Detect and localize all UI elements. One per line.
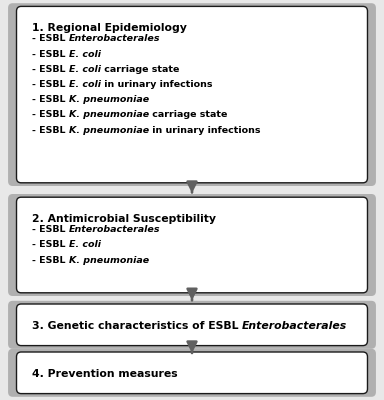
Text: K. pneumoniae: K. pneumoniae <box>69 126 149 134</box>
Text: Enterobacterales: Enterobacterales <box>242 321 348 331</box>
Text: 4. Prevention measures: 4. Prevention measures <box>32 369 177 379</box>
Text: - ESBL: - ESBL <box>32 240 69 250</box>
Text: - ESBL: - ESBL <box>32 126 69 134</box>
FancyBboxPatch shape <box>8 301 376 349</box>
Text: - ESBL: - ESBL <box>32 95 69 104</box>
Text: K. pneumoniae: K. pneumoniae <box>69 110 149 120</box>
FancyBboxPatch shape <box>8 349 376 397</box>
Text: - ESBL: - ESBL <box>32 80 69 89</box>
Text: in urinary infections: in urinary infections <box>101 80 212 89</box>
Text: K. pneumoniae: K. pneumoniae <box>69 95 149 104</box>
Text: 3. Genetic characteristics of ESBL: 3. Genetic characteristics of ESBL <box>32 321 242 331</box>
Text: - ESBL: - ESBL <box>32 65 69 74</box>
Text: - ESBL: - ESBL <box>32 34 69 44</box>
FancyBboxPatch shape <box>17 352 367 394</box>
Text: - ESBL: - ESBL <box>32 256 69 265</box>
FancyBboxPatch shape <box>17 6 367 183</box>
Text: K. pneumoniae: K. pneumoniae <box>69 256 149 265</box>
Text: in urinary infections: in urinary infections <box>149 126 260 134</box>
Text: Enterobacterales: Enterobacterales <box>69 34 160 44</box>
Text: 2. Antimicrobial Susceptibility: 2. Antimicrobial Susceptibility <box>32 214 216 224</box>
Text: E. coli: E. coli <box>69 50 101 59</box>
FancyBboxPatch shape <box>17 197 367 293</box>
FancyBboxPatch shape <box>8 194 376 296</box>
Text: carriage state: carriage state <box>149 110 227 120</box>
Text: carriage state: carriage state <box>101 65 179 74</box>
FancyBboxPatch shape <box>17 304 367 346</box>
Text: Enterobacterales: Enterobacterales <box>69 225 160 234</box>
Text: E. coli: E. coli <box>69 80 101 89</box>
Text: E. coli: E. coli <box>69 65 101 74</box>
Text: - ESBL: - ESBL <box>32 225 69 234</box>
FancyBboxPatch shape <box>8 3 376 186</box>
Text: E. coli: E. coli <box>69 240 101 250</box>
Text: - ESBL: - ESBL <box>32 110 69 120</box>
Text: - ESBL: - ESBL <box>32 50 69 59</box>
Text: 1. Regional Epidemiology: 1. Regional Epidemiology <box>32 23 187 33</box>
